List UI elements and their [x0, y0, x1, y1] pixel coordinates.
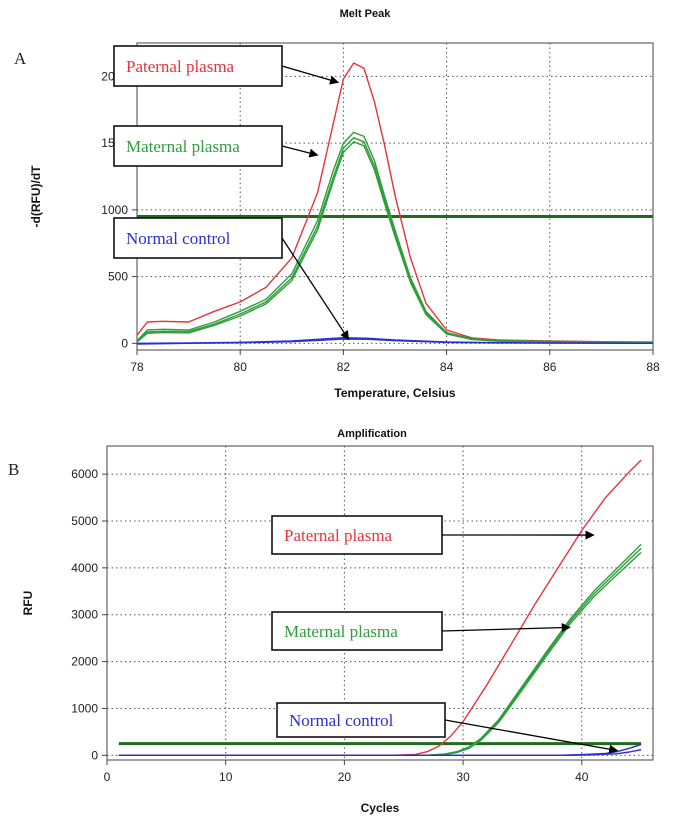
- x-tick-label: 86: [543, 360, 557, 374]
- chart-title: Melt Peak: [340, 8, 392, 20]
- x-axis-label: Cycles: [361, 801, 400, 815]
- y-axis-label: RFU: [21, 591, 35, 616]
- y-tick-label: 2000: [71, 655, 98, 669]
- annotation-label: Maternal plasma: [284, 622, 398, 641]
- x-tick-label: 78: [130, 360, 144, 374]
- chart-panel-b: B Amplification 0 10 20 30 40 0 1000 2000 3000 4000…: [8, 428, 653, 815]
- x-tick-label: 84: [440, 360, 454, 374]
- x-tick-label: 30: [456, 770, 470, 784]
- y-tick-label: 3000: [71, 608, 98, 622]
- x-tick-label: 82: [337, 360, 351, 374]
- x-tick-label: 40: [575, 770, 589, 784]
- y-tick-label: 0: [121, 336, 128, 350]
- y-tick-label: 1000: [101, 203, 128, 217]
- x-axis-label: Temperature, Celsius: [334, 386, 455, 400]
- y-tick-label: 1000: [71, 701, 98, 715]
- annotation-label: Maternal plasma: [126, 137, 240, 156]
- x-tick-label: 20: [338, 770, 352, 784]
- x-tick-label: 10: [219, 770, 233, 784]
- annotation-label: Paternal plasma: [284, 526, 393, 545]
- y-tick-label: 6000: [71, 467, 98, 481]
- y-tick-label: 4000: [71, 561, 98, 575]
- x-tick-label: 88: [646, 360, 660, 374]
- panel-label: A: [14, 49, 27, 68]
- annotation-label: Normal control: [126, 229, 231, 248]
- y-tick-label: 0: [91, 748, 98, 762]
- panel-label: B: [8, 460, 19, 479]
- chart-title: Amplification: [337, 428, 407, 440]
- x-tick-label: 80: [234, 360, 248, 374]
- y-tick-label: 500: [108, 270, 128, 284]
- annotation-label: Paternal plasma: [126, 57, 235, 76]
- x-tick-label: 0: [104, 770, 111, 784]
- y-axis-label: -d(RFU)/dT: [29, 165, 43, 228]
- annotation-label: Normal control: [289, 711, 394, 730]
- y-tick-label: 5000: [71, 514, 98, 528]
